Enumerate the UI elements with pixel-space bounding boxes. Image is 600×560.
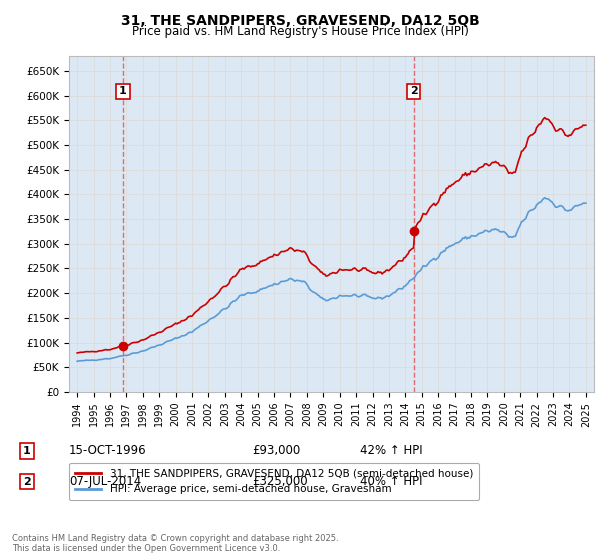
Text: 2: 2 (410, 86, 418, 96)
Text: 31, THE SANDPIPERS, GRAVESEND, DA12 5QB: 31, THE SANDPIPERS, GRAVESEND, DA12 5QB (121, 14, 479, 28)
Text: 42% ↑ HPI: 42% ↑ HPI (360, 444, 422, 458)
Text: Price paid vs. HM Land Registry's House Price Index (HPI): Price paid vs. HM Land Registry's House … (131, 25, 469, 38)
Text: 40% ↑ HPI: 40% ↑ HPI (360, 475, 422, 488)
Text: 2: 2 (23, 477, 31, 487)
Text: 07-JUL-2014: 07-JUL-2014 (69, 475, 141, 488)
Text: £325,000: £325,000 (252, 475, 308, 488)
Text: 15-OCT-1996: 15-OCT-1996 (69, 444, 146, 458)
Text: Contains HM Land Registry data © Crown copyright and database right 2025.
This d: Contains HM Land Registry data © Crown c… (12, 534, 338, 553)
Legend: 31, THE SANDPIPERS, GRAVESEND, DA12 5QB (semi-detached house), HPI: Average pric: 31, THE SANDPIPERS, GRAVESEND, DA12 5QB … (69, 463, 479, 501)
Text: 1: 1 (23, 446, 31, 456)
Text: 1: 1 (119, 86, 127, 96)
Text: £93,000: £93,000 (252, 444, 300, 458)
